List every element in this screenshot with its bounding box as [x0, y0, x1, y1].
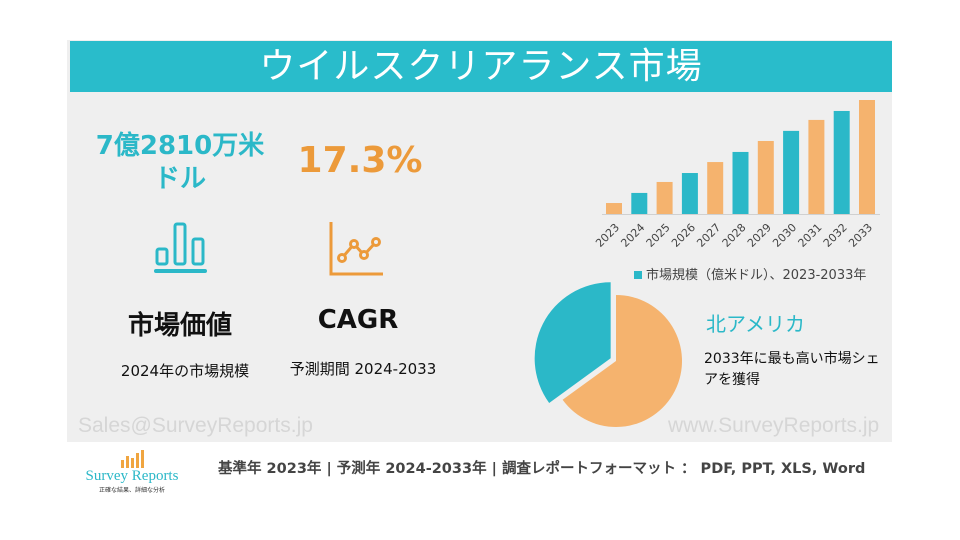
bar-chart-icon: [154, 222, 207, 273]
x-tick-label: 2026: [669, 221, 698, 250]
logo-tagline: 正確な結果、詳細な分析: [98, 487, 165, 494]
region-name: 北アメリカ: [706, 312, 805, 336]
x-tick-label: 2025: [644, 221, 673, 250]
bar-2030: [783, 130, 800, 214]
legend-swatch: [634, 271, 642, 279]
bar-2024: [631, 192, 648, 214]
cagr-sub: 予測期間 2024-2033: [289, 360, 437, 378]
x-tick-label: 2028: [720, 221, 749, 250]
market-value-label: 市場価値: [127, 311, 232, 341]
page-title: ウイルスクリアランス市場: [70, 41, 892, 92]
pie-slice-north-america: [534, 282, 611, 403]
footer-info: 基準年 2023年 | 予測年 2024-2033年 | 調査レポートフォーマッ…: [218, 461, 866, 477]
bar-2026: [681, 173, 698, 214]
x-tick-label: 2030: [770, 221, 799, 250]
bar-2031: [808, 119, 825, 214]
x-tick-label: 2033: [846, 221, 875, 250]
market-value: 7億2810万米ドル: [95, 131, 265, 194]
bar-2033: [859, 100, 875, 214]
chart-legend: 市場規模（億米ドル）、2023-2033年: [634, 264, 866, 283]
regional-share-pie-chart: [534, 282, 682, 427]
line-chart-icon: [329, 222, 383, 276]
cagr-value: 17.3%: [297, 140, 423, 181]
bar-2028: [732, 151, 749, 214]
market-value-sub: 2024年の市場規模: [120, 362, 250, 380]
x-tick-label: 2031: [796, 221, 825, 250]
bar-2023: [606, 203, 622, 214]
email-watermark: Sales@SurveyReports.jp: [78, 414, 313, 437]
logo: Survey Reports 正確な結果、詳細な分析: [76, 450, 188, 494]
bar-2029: [757, 140, 774, 214]
x-tick-label: 2029: [745, 221, 774, 250]
legend-label: 市場規模（億米ドル）、2023-2033年: [646, 268, 867, 283]
bar-2027: [707, 162, 724, 214]
x-tick-label: 2024: [618, 221, 647, 250]
logo-name: Survey Reports: [85, 468, 179, 484]
cagr-label: CAGR: [317, 305, 399, 335]
pie-slice-other: [562, 295, 682, 427]
logo-bars-icon: [121, 450, 144, 468]
market-size-bar-chart: 2023202420252026202720282029203020312032…: [593, 100, 880, 250]
x-tick-label: 2023: [593, 221, 622, 250]
x-tick-label: 2027: [694, 221, 723, 250]
bar-2025: [656, 181, 673, 214]
x-tick-label: 2032: [821, 221, 850, 250]
web-watermark: www.SurveyReports.jp: [668, 414, 880, 437]
region-description: 2033年に最も高い市場シェアを獲得: [704, 351, 880, 388]
bar-2032: [833, 110, 850, 214]
